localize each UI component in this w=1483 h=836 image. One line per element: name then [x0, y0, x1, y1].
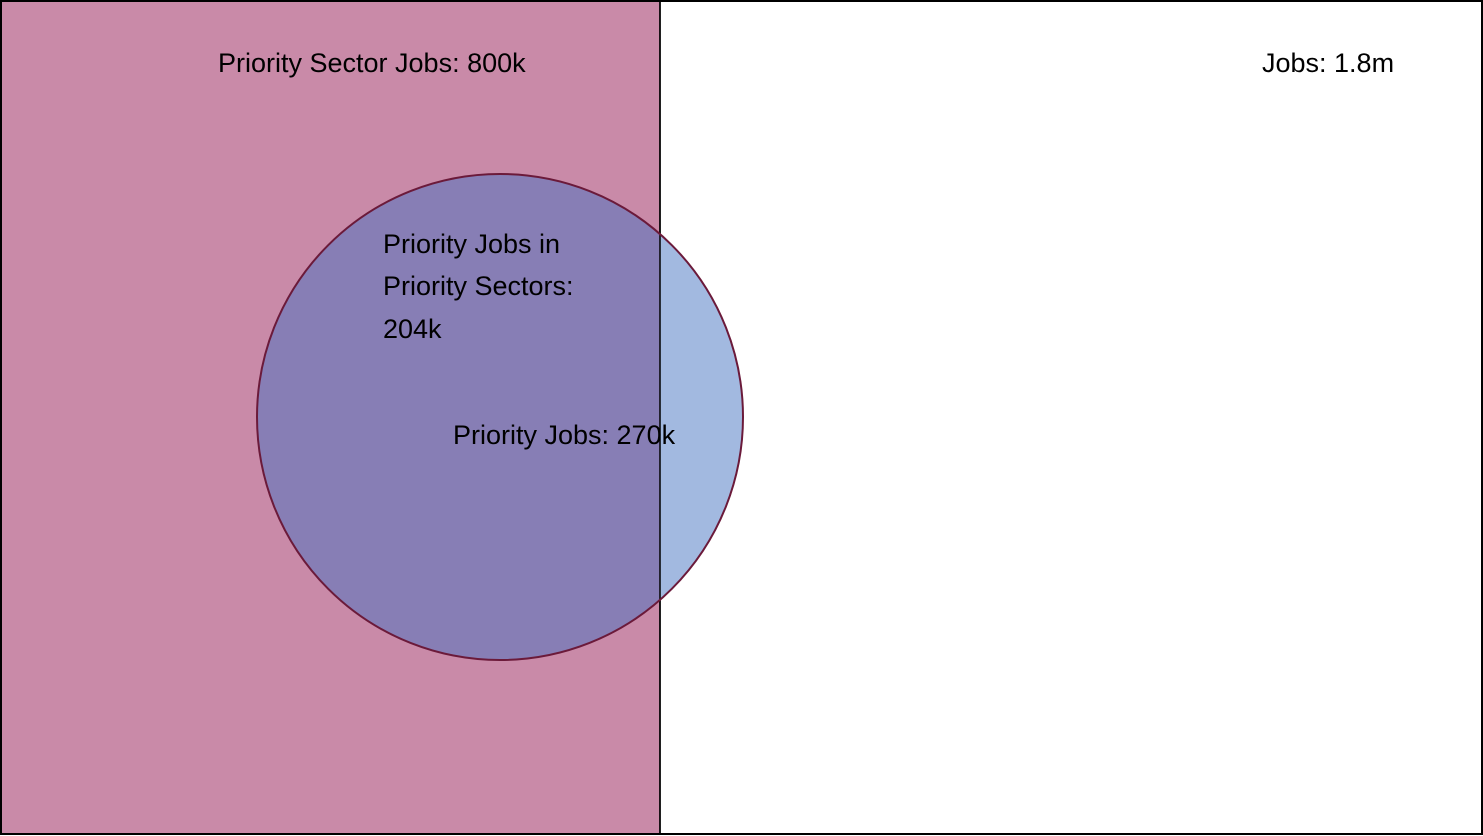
priority-jobs-circle-outline: [256, 173, 744, 661]
overlap-label-line3: 204k: [383, 314, 442, 344]
total-jobs-label: Jobs: 1.8m: [1262, 48, 1394, 78]
priority-jobs-label: Priority Jobs: 270k: [453, 420, 676, 450]
overlap-label-line1: Priority Jobs in: [383, 229, 560, 259]
priority-sector-jobs-label: Priority Sector Jobs: 800k: [218, 48, 526, 78]
overlap-region: [257, 174, 660, 660]
overlap-label-line2: Priority Sectors:: [383, 271, 574, 301]
